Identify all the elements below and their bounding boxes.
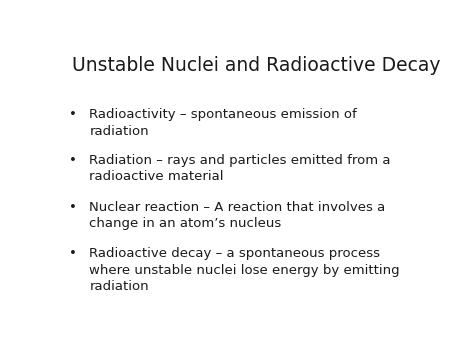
Text: Radioactivity – spontaneous emission of
radiation: Radioactivity – spontaneous emission of … (90, 108, 357, 138)
Text: Radioactive decay – a spontaneous process
where unstable nuclei lose energy by e: Radioactive decay – a spontaneous proces… (90, 247, 400, 293)
Text: Unstable Nuclei and Radioactive Decay: Unstable Nuclei and Radioactive Decay (72, 56, 441, 75)
Text: •: • (69, 201, 77, 214)
Text: •: • (69, 154, 77, 167)
Text: •: • (69, 247, 77, 261)
Text: •: • (69, 108, 77, 121)
Text: Nuclear reaction – A reaction that involves a
change in an atom’s nucleus: Nuclear reaction – A reaction that invol… (90, 201, 386, 230)
Text: Radiation – rays and particles emitted from a
radioactive material: Radiation – rays and particles emitted f… (90, 154, 391, 183)
